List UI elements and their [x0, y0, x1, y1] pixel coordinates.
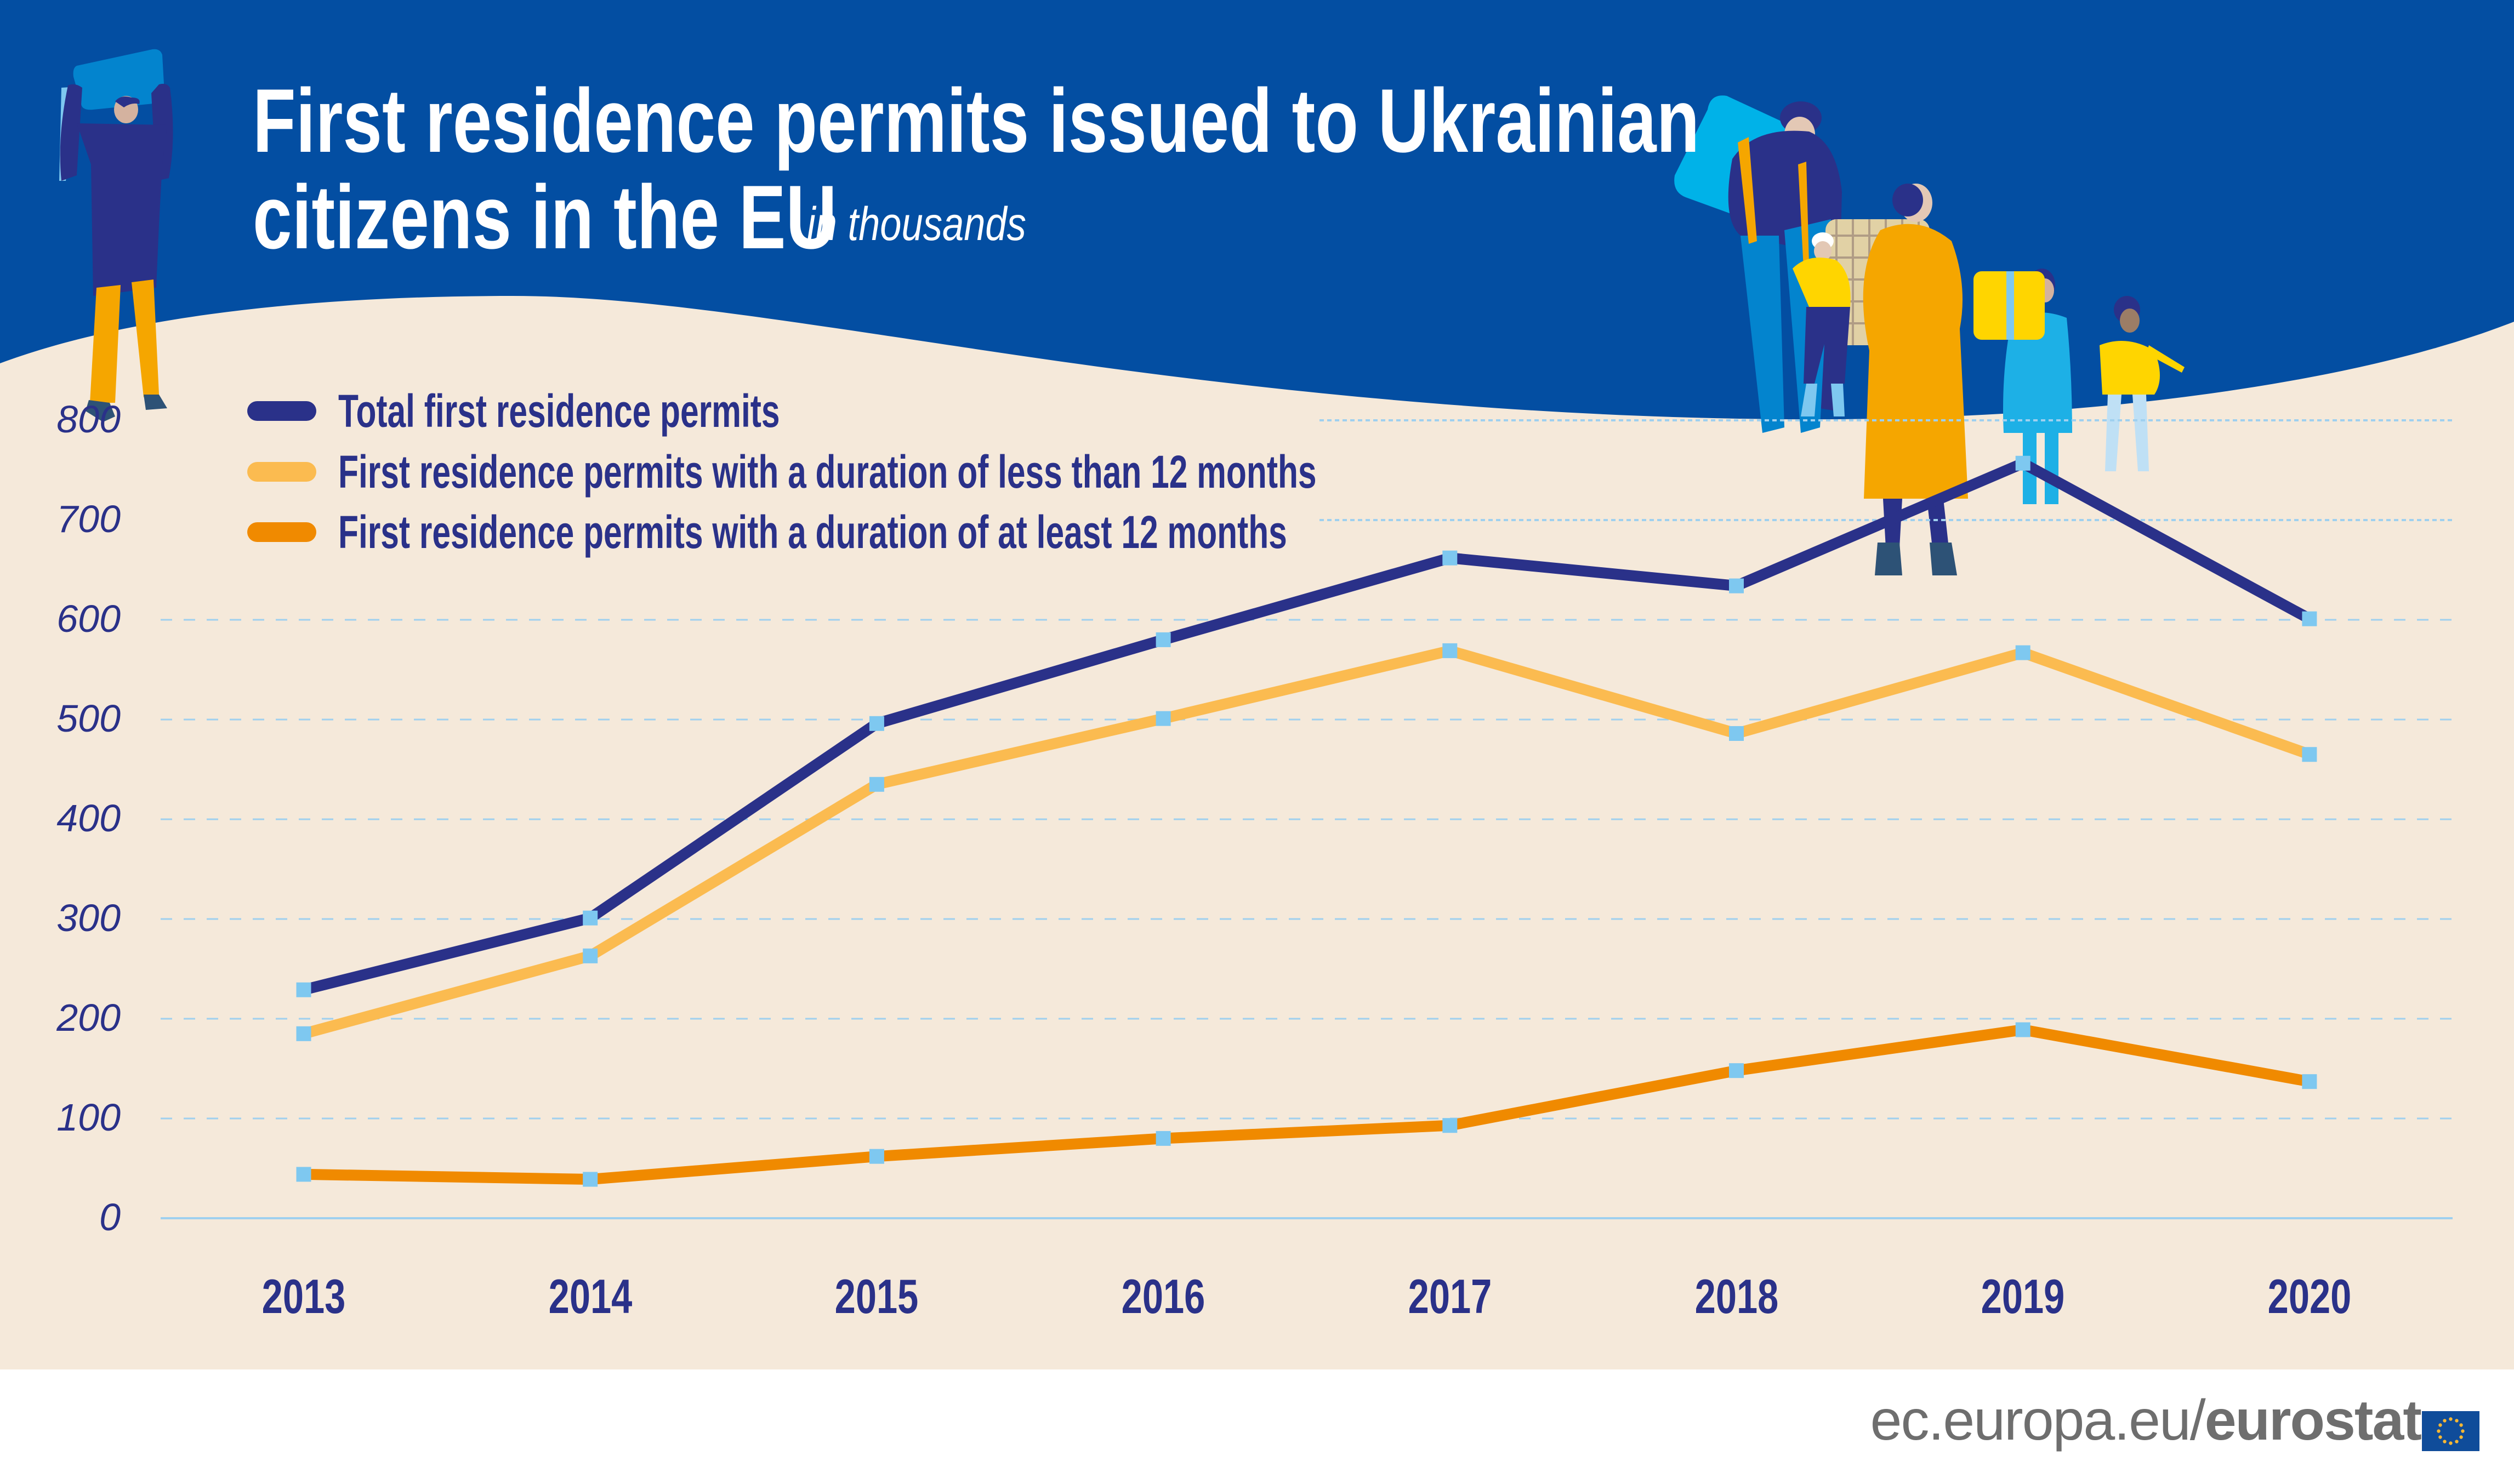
- data-point-total-2019[interactable]: [2015, 455, 2030, 471]
- data-point-at-least-12-months-2020[interactable]: [2302, 1074, 2317, 1089]
- data-point-total-2014[interactable]: [583, 910, 598, 926]
- legend-swatch-less-than-12-months: [247, 462, 316, 482]
- data-point-total-2013[interactable]: [296, 982, 311, 997]
- y-tick-label-200: 200: [56, 996, 121, 1039]
- x-tick-label-2019: 2019: [1981, 1269, 2065, 1323]
- legend-label: Total first residence permits: [338, 385, 780, 437]
- flag-star: [2438, 1423, 2442, 1427]
- y-tick-label-100: 100: [56, 1096, 121, 1139]
- y-tick-label-300: 300: [56, 897, 121, 939]
- x-tick-label-2015: 2015: [835, 1269, 919, 1323]
- chart-subtitle: in thousands: [807, 198, 1026, 250]
- flag-star: [2443, 1440, 2447, 1443]
- data-point-at-least-12-months-2014[interactable]: [583, 1172, 598, 1187]
- data-point-total-2016[interactable]: [1156, 632, 1171, 647]
- data-point-at-least-12-months-2019[interactable]: [2015, 1022, 2030, 1037]
- series-line-at-least-12-months: [303, 1024, 2311, 1185]
- flag-star: [2449, 1441, 2453, 1445]
- flag-star: [2443, 1419, 2447, 1423]
- y-tick-label-600: 600: [56, 597, 121, 640]
- data-point-less-than-12-months-2013[interactable]: [296, 1026, 311, 1041]
- y-tick-label-800: 800: [56, 398, 121, 441]
- data-point-total-2015[interactable]: [869, 716, 884, 731]
- series-line-total: [302, 457, 2312, 995]
- x-tick-label-2018: 2018: [1694, 1269, 1778, 1323]
- person-holding-box-illustration: [59, 49, 173, 422]
- legend-item-less-than-12-months: First residence permits with a duration …: [247, 447, 1317, 496]
- y-tick-label-400: 400: [56, 797, 121, 840]
- data-point-at-least-12-months-2016[interactable]: [1156, 1131, 1171, 1146]
- x-tick-label-2014: 2014: [548, 1269, 633, 1323]
- gridlines: [161, 419, 2453, 1219]
- data-point-less-than-12-months-2019[interactable]: [2015, 645, 2030, 660]
- y-tick-label-500: 500: [56, 697, 121, 740]
- data-markers: [296, 455, 2317, 1187]
- flag-star: [2455, 1419, 2459, 1423]
- flag-star: [2437, 1429, 2441, 1433]
- flag-star: [2461, 1429, 2465, 1433]
- data-point-less-than-12-months-2020[interactable]: [2302, 747, 2317, 762]
- series-lines: [302, 457, 2312, 1185]
- url-prefix: ec.europa.eu/: [1870, 1389, 2206, 1452]
- series-line-less-than-12-months: [302, 645, 2312, 1039]
- legend-label: First residence permits with a duration …: [338, 446, 1317, 498]
- data-point-less-than-12-months-2014[interactable]: [583, 948, 598, 963]
- family-illustration: [1674, 95, 2185, 575]
- flag-star: [2449, 1417, 2453, 1421]
- data-point-total-2017[interactable]: [1442, 550, 1458, 566]
- eu-flag-icon: [2422, 1411, 2479, 1451]
- flag-star: [2459, 1423, 2463, 1427]
- data-point-less-than-12-months-2017[interactable]: [1442, 643, 1458, 658]
- data-point-at-least-12-months-2013[interactable]: [296, 1167, 311, 1182]
- url-brand: eurostat: [2204, 1389, 2422, 1452]
- x-tick-label-2013: 2013: [261, 1269, 346, 1323]
- x-tick-label-2017: 2017: [1408, 1269, 1492, 1323]
- x-tick-label-2020: 2020: [2267, 1269, 2352, 1323]
- y-tick-label-0: 0: [99, 1196, 121, 1238]
- legend-item-total: Total first residence permits: [247, 386, 780, 436]
- flag-star: [2455, 1440, 2459, 1443]
- chart-title-line-1: First residence permits issued to Ukrain…: [253, 70, 1700, 171]
- data-point-less-than-12-months-2018[interactable]: [1729, 726, 1744, 741]
- data-point-at-least-12-months-2015[interactable]: [869, 1149, 884, 1164]
- data-point-total-2018[interactable]: [1729, 578, 1744, 593]
- data-point-at-least-12-months-2018[interactable]: [1729, 1063, 1744, 1078]
- data-point-at-least-12-months-2017[interactable]: [1442, 1118, 1458, 1133]
- data-point-less-than-12-months-2016[interactable]: [1156, 711, 1171, 726]
- legend-item-at-least-12-months: First residence permits with a duration …: [247, 507, 1287, 557]
- data-point-less-than-12-months-2015[interactable]: [869, 777, 884, 792]
- legend-label: First residence permits with a duration …: [338, 506, 1287, 558]
- legend-swatch-at-least-12-months: [247, 522, 316, 542]
- flag-star: [2459, 1435, 2463, 1439]
- x-tick-label-2016: 2016: [1121, 1269, 1205, 1323]
- eurostat-url[interactable]: ec.europa.eu/eurostat: [1870, 1389, 2422, 1452]
- chart-title-line-2: citizens in the EU: [253, 167, 837, 267]
- legend-swatch-total: [247, 401, 316, 421]
- data-point-total-2020[interactable]: [2302, 611, 2317, 626]
- flag-star: [2438, 1435, 2442, 1439]
- y-tick-label-700: 700: [56, 498, 121, 540]
